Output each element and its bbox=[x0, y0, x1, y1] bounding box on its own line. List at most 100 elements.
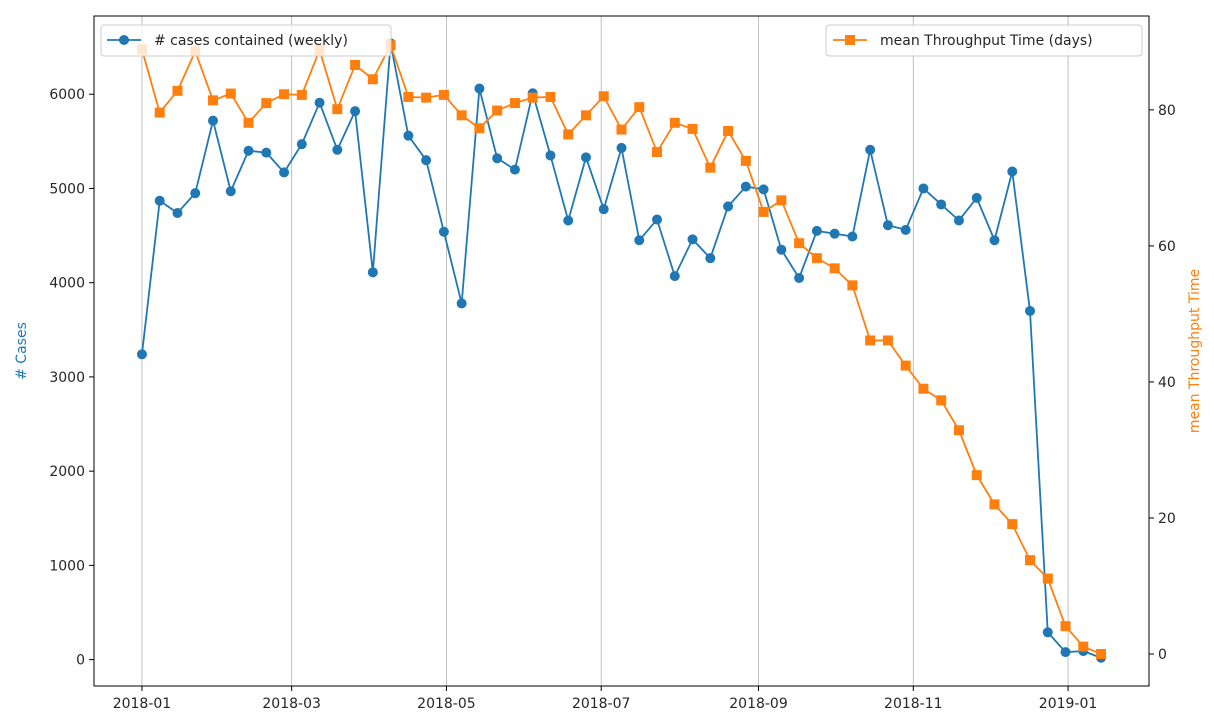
cases-point-2018-06-25 bbox=[580, 152, 591, 163]
cases-point-2018-12-03 bbox=[989, 235, 1000, 246]
cases-point-2018-01-08 bbox=[154, 195, 165, 206]
legend-right-frame bbox=[825, 24, 1143, 57]
cases-point-2018-07-02 bbox=[598, 204, 609, 215]
throughput-point-2018-12-10 bbox=[1007, 519, 1018, 530]
cases-point-2018-09-17 bbox=[794, 272, 805, 283]
cases-point-2018-08-20 bbox=[723, 201, 734, 212]
y-axis-right-label: mean Throughput Time bbox=[1187, 269, 1203, 433]
cases-point-2018-03-12 bbox=[314, 97, 325, 108]
cases-point-2018-01-22 bbox=[190, 188, 201, 199]
legend-right-label: mean Throughput Time (days) bbox=[880, 33, 1093, 49]
y-left-tick-label-0: 0 bbox=[76, 653, 85, 669]
throughput-point-2018-01-08 bbox=[154, 107, 165, 118]
cases-point-2018-05-28 bbox=[509, 164, 520, 175]
throughput-point-2018-06-04 bbox=[527, 92, 538, 103]
cases-point-2018-06-18 bbox=[563, 215, 574, 226]
legend-right-marker bbox=[845, 35, 855, 45]
cases-point-2018-05-14 bbox=[474, 83, 485, 94]
cases-point-2018-09-10 bbox=[776, 244, 787, 255]
x-tick-label-2018-11: 2018-11 bbox=[884, 696, 943, 712]
y-right-tick-label-60: 60 bbox=[1158, 239, 1176, 255]
cases-point-2018-11-19 bbox=[953, 215, 964, 226]
legend-left-marker bbox=[119, 35, 129, 45]
throughput-point-2018-07-02 bbox=[598, 91, 609, 102]
throughput-point-2018-12-24 bbox=[1042, 573, 1053, 584]
cases-point-2018-06-11 bbox=[545, 150, 556, 161]
throughput-point-2018-10-01 bbox=[829, 263, 840, 274]
throughput-point-2018-07-09 bbox=[616, 124, 627, 135]
cases-point-2018-07-16 bbox=[634, 235, 645, 246]
x-tick-label-2018-03: 2018-03 bbox=[262, 696, 321, 712]
cases-point-2018-01-15 bbox=[172, 207, 183, 218]
throughput-point-2018-05-28 bbox=[509, 98, 520, 109]
throughput-point-2018-12-31 bbox=[1060, 621, 1071, 632]
cases-point-2018-09-03 bbox=[758, 184, 769, 195]
cases-point-2018-10-01 bbox=[829, 228, 840, 239]
throughput-point-2019-01-07 bbox=[1078, 641, 1089, 652]
throughput-point-2018-10-29 bbox=[900, 360, 911, 371]
cases-point-2018-08-13 bbox=[705, 253, 716, 264]
throughput-point-2018-01-29 bbox=[207, 95, 218, 106]
cases-point-2018-11-26 bbox=[971, 192, 982, 203]
throughput-point-2018-03-19 bbox=[332, 104, 343, 115]
throughput-point-2018-11-12 bbox=[936, 395, 947, 406]
left-series bbox=[136, 38, 1107, 663]
throughput-point-2018-09-24 bbox=[811, 253, 822, 264]
cases-point-2018-12-10 bbox=[1007, 166, 1018, 177]
cases-point-2018-08-06 bbox=[687, 234, 698, 245]
cases-point-2018-01-01 bbox=[136, 349, 147, 360]
y-right-tick-label-80: 80 bbox=[1158, 103, 1176, 119]
y-left-tick-label-3000: 3000 bbox=[49, 370, 85, 386]
throughput-point-2018-02-12 bbox=[243, 117, 254, 128]
cases-point-2018-12-17 bbox=[1025, 305, 1036, 316]
throughput-point-2018-09-10 bbox=[776, 195, 787, 206]
throughput-point-2018-05-07 bbox=[456, 110, 467, 121]
right-series bbox=[136, 40, 1107, 660]
throughput-point-2018-11-26 bbox=[971, 470, 982, 481]
cases-point-2018-04-16 bbox=[403, 130, 414, 141]
throughput-point-2018-10-22 bbox=[882, 335, 893, 346]
cases-point-2018-03-05 bbox=[296, 139, 307, 150]
cases-point-2018-07-30 bbox=[669, 271, 680, 282]
x-tick-label-2019-01: 2019-01 bbox=[1039, 696, 1098, 712]
throughput-point-2018-02-05 bbox=[225, 88, 236, 99]
throughput-point-2018-02-19 bbox=[261, 98, 272, 109]
y-left-tick-label-6000: 6000 bbox=[49, 87, 85, 103]
cases-point-2018-05-21 bbox=[492, 153, 503, 164]
throughput-point-2018-05-14 bbox=[474, 123, 485, 134]
throughput-point-2018-06-11 bbox=[545, 91, 556, 102]
cases-point-2018-10-15 bbox=[865, 144, 876, 155]
throughput-point-2018-10-15 bbox=[865, 335, 876, 346]
cases-point-2018-05-07 bbox=[456, 298, 467, 309]
y-left-tick-label-5000: 5000 bbox=[49, 181, 85, 197]
throughput-point-2018-03-26 bbox=[350, 59, 361, 70]
y-right-tick-label-20: 20 bbox=[1158, 511, 1176, 527]
throughput-point-2018-04-30 bbox=[438, 89, 449, 100]
legend-left-label: # cases contained (weekly) bbox=[154, 33, 348, 49]
throughput-point-2018-03-05 bbox=[296, 89, 307, 100]
x-tick-label-2018-05: 2018-05 bbox=[417, 696, 476, 712]
plot-frame bbox=[93, 15, 1150, 687]
y-left-tick-label-1000: 1000 bbox=[49, 558, 85, 574]
throughput-point-2018-02-26 bbox=[279, 89, 290, 100]
y-left-tick-label-2000: 2000 bbox=[49, 464, 85, 480]
throughput-point-2018-07-16 bbox=[634, 102, 645, 113]
throughput-point-2018-08-27 bbox=[740, 155, 751, 166]
cases-point-2018-07-23 bbox=[652, 214, 663, 225]
throughput-point-2018-09-17 bbox=[794, 238, 805, 249]
throughput-point-2018-11-05 bbox=[918, 383, 929, 394]
cases-point-2018-11-12 bbox=[936, 199, 947, 210]
cases-point-2018-10-08 bbox=[847, 231, 858, 242]
cases-point-2018-09-24 bbox=[811, 225, 822, 236]
cases-point-2018-12-31 bbox=[1060, 647, 1071, 658]
throughput-point-2018-12-17 bbox=[1025, 555, 1036, 566]
cases-point-2018-02-19 bbox=[261, 147, 272, 158]
throughput-point-2018-01-15 bbox=[172, 85, 183, 96]
throughput-point-2018-04-02 bbox=[367, 74, 378, 85]
throughput-point-2018-11-19 bbox=[953, 425, 964, 436]
y-left-tick-label-4000: 4000 bbox=[49, 276, 85, 292]
throughput-point-2018-07-30 bbox=[669, 117, 680, 128]
y-right-tick-label-0: 0 bbox=[1158, 647, 1167, 663]
